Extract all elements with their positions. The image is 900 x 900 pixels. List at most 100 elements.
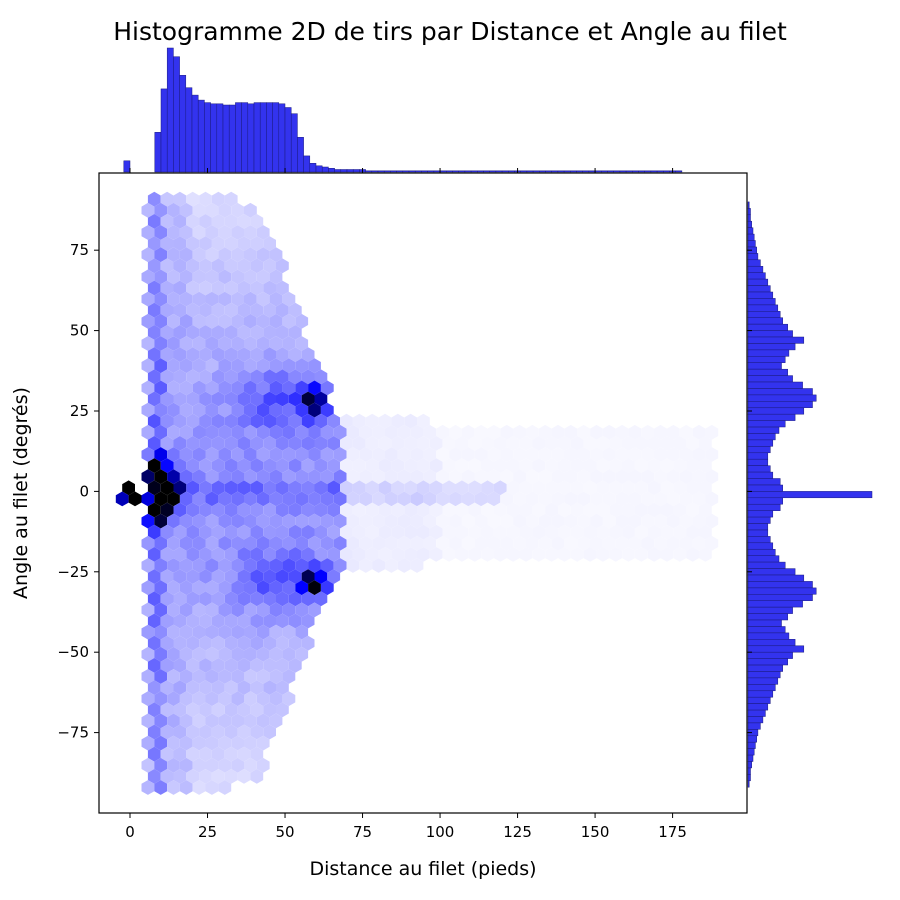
hexbin-cell <box>186 214 200 229</box>
hexbin-cell <box>327 413 341 429</box>
hexbin-cell <box>218 780 232 795</box>
hexbin-cell <box>532 458 546 473</box>
hexbin-cell <box>256 646 270 662</box>
hexbin-cell <box>526 491 539 507</box>
marginal-y-bar <box>747 516 771 524</box>
hexbin-cell <box>269 691 283 707</box>
hexbin-cell <box>269 424 283 440</box>
hexbin-cell <box>276 480 289 496</box>
marginal-y-bar <box>747 356 786 363</box>
hexbin-cell <box>192 447 206 462</box>
hexbin-cell <box>269 602 283 618</box>
hexbin-cell <box>359 491 373 507</box>
hexbin-cell <box>211 347 225 362</box>
marginal-x-bar <box>402 170 410 173</box>
hexbin-cell <box>250 746 264 762</box>
hexbin-cell <box>295 358 309 374</box>
hexbin-cell <box>282 558 296 573</box>
hexbin-cell <box>686 480 699 496</box>
hexbin-cell <box>359 469 373 485</box>
hexbin-cell <box>173 480 187 496</box>
hexbin-cell <box>237 258 251 274</box>
hexbin-cell <box>211 480 225 496</box>
hexbin-cell <box>173 746 187 762</box>
hexbin-cell <box>179 202 193 218</box>
marginal-x-bar <box>371 170 379 173</box>
hexbin-cell <box>282 424 296 440</box>
hexbin-cell <box>173 702 187 718</box>
hexbin-cell <box>404 458 417 473</box>
hexbin-cell <box>481 524 494 540</box>
hexbin-cell <box>205 757 219 773</box>
hexbin-cell <box>244 247 257 263</box>
hexbin-cell <box>397 491 411 507</box>
marginal-y-bar <box>747 722 761 730</box>
marginal-x-bar <box>489 170 497 173</box>
hexbin-cell <box>237 746 251 762</box>
hexbin-cell <box>211 724 225 740</box>
hexbin-cell <box>211 635 225 651</box>
marginal-y-bar <box>747 298 776 306</box>
hexbin-cell <box>154 491 168 507</box>
hexbin-cell <box>327 524 341 540</box>
hexbin-cell <box>141 358 155 374</box>
hexbin-cell <box>558 436 571 451</box>
hexbin-cell <box>288 391 302 407</box>
hexbin-cell <box>397 447 411 462</box>
marginal-x-bar <box>284 107 292 173</box>
hexbin-cell <box>141 757 155 773</box>
marginal-y-bar <box>747 703 769 711</box>
hexbin-cell <box>147 680 161 695</box>
hexbin-cell <box>154 247 168 263</box>
hexbin-cell <box>667 447 680 462</box>
hexbin-cell <box>276 680 289 695</box>
marginal-y-bar <box>747 388 813 396</box>
hexbin-cell <box>237 458 251 473</box>
hexbin-cell <box>218 646 232 662</box>
hexbin-cell <box>211 458 225 473</box>
hexbin-cell <box>205 491 219 507</box>
hexbin-cell <box>346 558 360 573</box>
hexbin-cell <box>365 547 379 562</box>
hexbin-cell <box>602 535 616 551</box>
hexbin-cell <box>320 558 334 573</box>
hexbin-cell <box>519 436 533 451</box>
hexbin-cell <box>192 580 206 596</box>
hexbin-cell <box>179 447 193 462</box>
hexbin-cell <box>199 502 212 518</box>
hexbin-cell <box>186 347 200 362</box>
hexbin-cell <box>513 424 526 440</box>
chart-title: Histogramme 2D de tirs par Distance et A… <box>113 17 787 46</box>
hexbin-cell <box>282 602 296 618</box>
marginal-x-bar <box>644 170 652 173</box>
hexbin-cell <box>429 547 443 562</box>
hexbin-cell <box>173 236 187 251</box>
hexbin-cell <box>532 436 546 451</box>
hexbin-cell <box>404 480 417 496</box>
hexbin-cell <box>545 502 558 518</box>
hexbin-cell <box>167 358 180 374</box>
hexbin-cell <box>647 547 661 562</box>
hexbin-cell <box>192 624 206 640</box>
hexbin-cell <box>417 524 430 540</box>
hexbin-cell <box>404 413 417 429</box>
hexbin-cell <box>199 436 212 451</box>
hexbin-cell <box>288 458 302 473</box>
hexbin-cell <box>609 547 623 562</box>
hexbin-cell <box>320 424 334 440</box>
hexbin-cell <box>186 325 200 340</box>
hexbin-cell <box>179 757 193 773</box>
hexbin-cell <box>167 247 180 263</box>
hexbin-cell <box>205 535 219 551</box>
marginal-y-bar <box>747 278 769 286</box>
marginal-x-bar <box>532 170 540 173</box>
marginal-y-bar <box>747 471 774 479</box>
hexbin-cell <box>186 413 200 429</box>
marginal-y-bar <box>747 478 781 486</box>
hexbin-cell <box>141 202 155 218</box>
hexbin-cell <box>628 491 642 507</box>
hexbin-cell <box>276 413 289 429</box>
hexbin-cell <box>192 646 206 662</box>
hexbin-cell <box>199 524 212 540</box>
hexbin-cell <box>141 247 155 263</box>
